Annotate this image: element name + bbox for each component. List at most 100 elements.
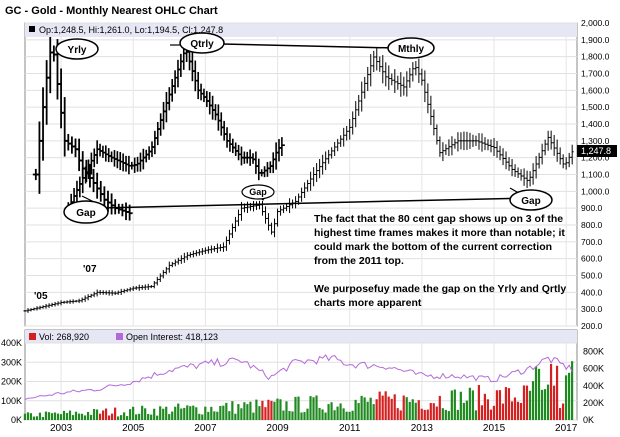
monthly-bar bbox=[98, 290, 102, 295]
volume-bar bbox=[459, 391, 462, 420]
monthly-bar bbox=[390, 73, 394, 86]
monthly-bar bbox=[71, 299, 75, 304]
monthly-bar bbox=[336, 138, 340, 152]
monthly-bar bbox=[300, 187, 304, 202]
volume-bar bbox=[86, 411, 90, 420]
gap-left-label: Gap bbox=[63, 200, 109, 224]
monthly-bar bbox=[423, 70, 427, 103]
monthly-bar bbox=[101, 290, 105, 295]
monthly-bar bbox=[41, 305, 45, 309]
volume-bar bbox=[387, 396, 390, 420]
monthly-bar bbox=[525, 170, 529, 188]
volume-bar bbox=[234, 413, 237, 420]
volume-bar bbox=[333, 410, 336, 420]
price-y-tick: 800.0 bbox=[581, 220, 603, 230]
volume-bar bbox=[309, 396, 312, 420]
monthly-bar bbox=[161, 269, 165, 279]
volume-bar bbox=[426, 409, 429, 420]
monthly-bar bbox=[306, 179, 310, 192]
volume-bar bbox=[366, 401, 369, 420]
monthly-bar bbox=[173, 259, 177, 267]
volume-bar bbox=[492, 405, 496, 420]
volume-bar bbox=[306, 408, 309, 420]
monthly-bar bbox=[561, 154, 565, 169]
monthly-bar bbox=[86, 294, 90, 301]
monthly-bar bbox=[110, 290, 114, 296]
x-tick: 2017 bbox=[555, 423, 578, 434]
volume-bar bbox=[29, 413, 33, 420]
monthly-bar bbox=[152, 281, 156, 289]
volume-bar bbox=[183, 407, 186, 420]
monthly-bar bbox=[32, 307, 36, 311]
vol-legend-icon bbox=[29, 333, 36, 340]
volume-bar bbox=[126, 416, 129, 420]
monthly-bar bbox=[366, 66, 370, 92]
x-tick: 2011 bbox=[339, 423, 361, 434]
volume-bar bbox=[237, 404, 240, 420]
volume-bar bbox=[390, 398, 393, 420]
monthly-bar bbox=[125, 288, 129, 293]
monthly-bar bbox=[552, 134, 556, 156]
volume-bar bbox=[321, 409, 324, 420]
volume-bar bbox=[77, 413, 81, 420]
volume-bar bbox=[201, 414, 204, 420]
volume-bar bbox=[141, 405, 144, 420]
monthly-bar bbox=[119, 288, 123, 295]
monthly-bar bbox=[462, 131, 466, 151]
monthly-bar bbox=[480, 133, 484, 152]
volume-bar bbox=[501, 403, 505, 420]
monthly-bar bbox=[53, 301, 57, 307]
monthly-bar bbox=[426, 83, 430, 114]
monthly-bar bbox=[513, 164, 517, 177]
monthly-bar bbox=[83, 295, 87, 302]
monthly-bar bbox=[155, 276, 159, 286]
x-axis: 2003 2005 2007 2009 2011 2013 2015 2017 bbox=[50, 423, 578, 434]
volume-bar bbox=[23, 413, 26, 420]
monthly-bar bbox=[26, 308, 30, 313]
volume-bar bbox=[132, 406, 135, 420]
price-y-tick: 1,600.0 bbox=[581, 85, 610, 95]
volume-bar bbox=[162, 408, 165, 420]
volume-bar bbox=[411, 399, 414, 420]
ohlc-readout: Op:1,248.5, Hi:1,261.0, Lo:1,194.5, Cl:1… bbox=[39, 25, 223, 35]
volume-bar bbox=[495, 390, 499, 420]
volume-bar bbox=[564, 375, 568, 420]
vol-y-tick-left: 0K bbox=[11, 415, 22, 425]
x-tick: 2009 bbox=[266, 423, 289, 434]
volume-bar bbox=[342, 408, 345, 420]
monthly-bar bbox=[137, 284, 141, 291]
monthly-bar bbox=[68, 299, 72, 304]
monthly-bar bbox=[453, 138, 457, 149]
volume-bar bbox=[345, 411, 348, 420]
volume-bar bbox=[129, 409, 132, 420]
monthly-bar bbox=[233, 216, 237, 232]
volume-bar bbox=[276, 398, 279, 420]
monthly-bar bbox=[555, 139, 559, 162]
monthly-bar bbox=[273, 218, 277, 238]
monthly-bar bbox=[471, 134, 475, 147]
monthly-bar bbox=[522, 168, 526, 186]
volume-bar bbox=[528, 390, 532, 420]
volume-bar bbox=[450, 390, 453, 420]
monthly-bar bbox=[408, 67, 412, 88]
volume-y-axis-right: 0K 200K 400K 600K 800K bbox=[583, 347, 604, 425]
monthly-bar bbox=[224, 236, 228, 251]
monthly-bar bbox=[474, 135, 478, 147]
monthly-bar bbox=[191, 250, 195, 258]
yrly-text: Yrly bbox=[68, 45, 87, 56]
volume-bar bbox=[480, 405, 483, 420]
volume-bar bbox=[89, 414, 93, 420]
price-y-tick: 1,200.0 bbox=[581, 153, 610, 163]
volume-bar bbox=[62, 410, 66, 420]
volume-bar bbox=[489, 409, 493, 420]
monthly-bar bbox=[92, 291, 96, 298]
volume-bar bbox=[303, 412, 306, 420]
monthly-bar bbox=[251, 200, 255, 212]
yrly-label: Yrly bbox=[55, 38, 99, 60]
volume-bars bbox=[23, 361, 574, 420]
volume-bar bbox=[92, 409, 96, 420]
monthly-bar bbox=[282, 204, 286, 214]
volume-bar bbox=[267, 399, 270, 420]
volume-bar bbox=[378, 391, 381, 420]
